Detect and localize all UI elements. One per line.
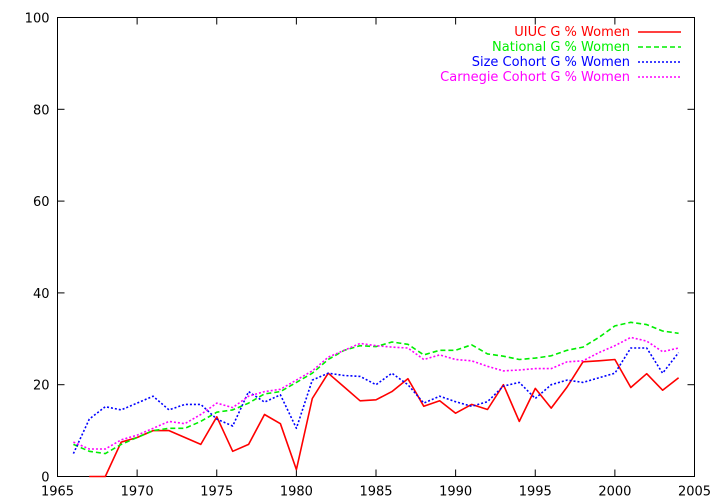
- x-tick-label: 1980: [280, 485, 313, 500]
- x-tick-label: 1990: [439, 485, 472, 500]
- series-line-3: [73, 336, 679, 450]
- y-tick-label: 0: [41, 471, 49, 486]
- x-tick-label: 1995: [519, 485, 552, 500]
- y-tick-label: 80: [33, 103, 50, 118]
- legend-label: Carnegie Cohort G % Women: [440, 70, 630, 85]
- series-group: [72, 321, 680, 478]
- x-tick-label: 2000: [598, 485, 631, 500]
- legend-label: National G % Women: [492, 40, 630, 55]
- series-line-2: [72, 347, 680, 454]
- plot-frame: [57, 17, 695, 477]
- x-tick-label: 1975: [200, 485, 233, 500]
- x-tick-label: 1965: [41, 485, 74, 500]
- axis-ticks: 1965 1970 1975 1980 1985 1990 1995 2000 2005 0 20 4…: [25, 12, 711, 500]
- series-line-0: [89, 358, 680, 478]
- y-tick-label: 40: [33, 287, 50, 302]
- x-tick-label: 2005: [678, 485, 711, 500]
- legend-label: Size Cohort G % Women: [472, 55, 630, 70]
- y-tick-label: 20: [33, 379, 50, 394]
- x-tick-label: 1970: [121, 485, 154, 500]
- y-tick-label: 60: [33, 195, 50, 210]
- y-tick-label: 100: [25, 12, 50, 27]
- series-line-1: [73, 321, 679, 455]
- legend-label: UIUC G % Women: [514, 25, 630, 40]
- x-tick-label: 1985: [359, 485, 392, 500]
